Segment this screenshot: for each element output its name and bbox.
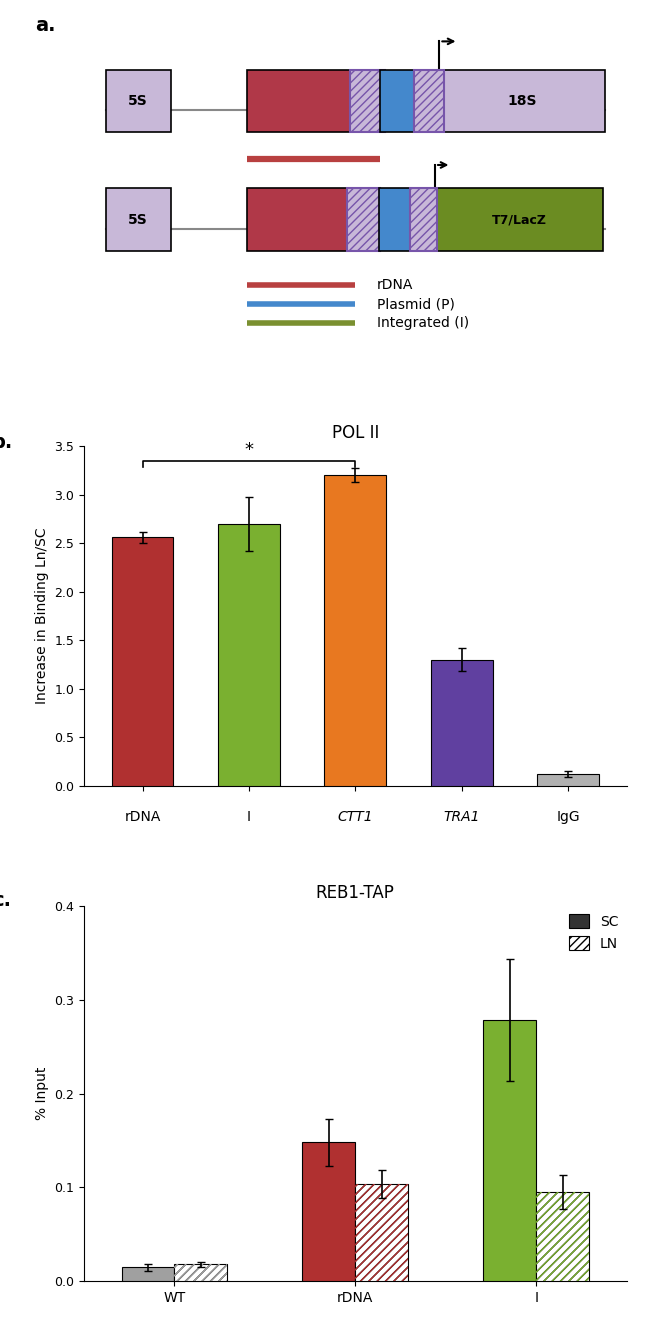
Bar — [380, 70, 415, 132]
Text: 5S: 5S — [129, 213, 148, 227]
Text: Integrated (I): Integrated (I) — [377, 316, 469, 330]
Bar — [537, 774, 599, 786]
Bar — [410, 189, 437, 251]
Bar — [112, 538, 173, 786]
Bar — [247, 189, 347, 251]
Bar — [536, 1192, 589, 1281]
Bar — [431, 659, 492, 786]
Bar — [379, 189, 412, 251]
Title: REB1-TAP: REB1-TAP — [316, 884, 395, 901]
Bar — [302, 1143, 355, 1281]
Bar — [435, 189, 603, 251]
Bar — [174, 1264, 227, 1281]
Bar — [439, 70, 605, 132]
Text: c.: c. — [0, 890, 11, 910]
Text: 18S: 18S — [508, 94, 537, 108]
Bar — [106, 70, 171, 132]
Text: a.: a. — [35, 16, 56, 36]
Text: TRA1: TRA1 — [443, 810, 480, 824]
Text: IgG: IgG — [556, 810, 580, 824]
Bar — [536, 1192, 589, 1281]
Text: rDNA: rDNA — [124, 810, 161, 824]
Text: I: I — [247, 810, 251, 824]
Legend: SC, LN: SC, LN — [564, 909, 624, 956]
Bar — [324, 476, 386, 786]
Bar — [355, 1184, 408, 1281]
Bar — [121, 1267, 174, 1281]
Text: rDNA: rDNA — [377, 279, 413, 292]
Y-axis label: % Input: % Input — [35, 1067, 48, 1120]
Text: CTT1: CTT1 — [337, 810, 373, 824]
Bar — [414, 70, 444, 132]
Bar — [347, 189, 380, 251]
Text: 5S: 5S — [129, 94, 148, 108]
Bar — [355, 1184, 408, 1281]
Bar — [218, 523, 280, 786]
Text: b.: b. — [0, 432, 13, 452]
Text: Plasmid (P): Plasmid (P) — [377, 297, 455, 312]
Bar — [483, 1020, 536, 1281]
Bar — [247, 70, 360, 132]
Y-axis label: Increase in Binding Ln/SC: Increase in Binding Ln/SC — [35, 527, 48, 704]
Bar — [350, 70, 385, 132]
Text: T7/LacZ: T7/LacZ — [492, 213, 547, 226]
Title: POL II: POL II — [331, 424, 379, 441]
Bar — [106, 189, 171, 251]
Bar — [174, 1264, 227, 1281]
Text: *: * — [244, 441, 253, 458]
